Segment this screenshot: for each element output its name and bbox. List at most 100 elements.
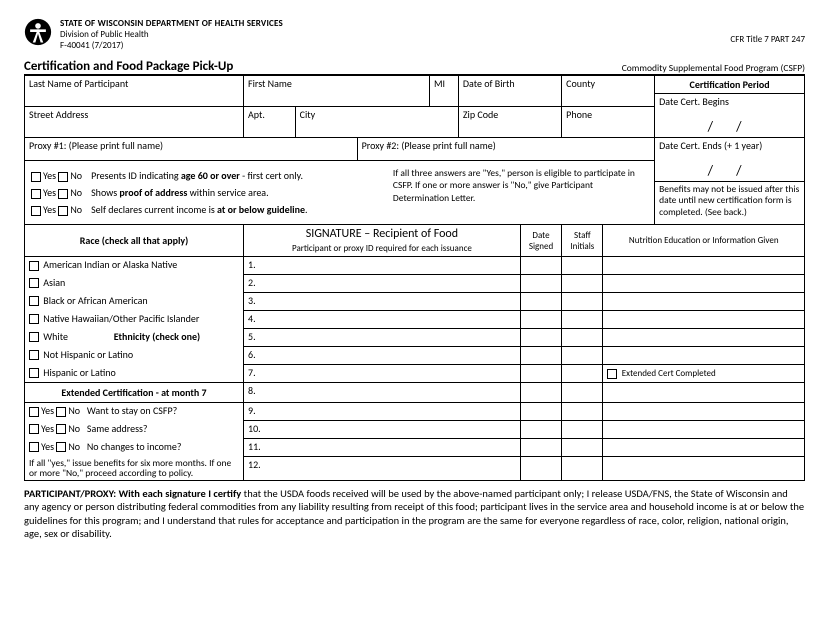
staff-8[interactable] (562, 383, 603, 403)
sig-row-8[interactable]: 8. (244, 383, 521, 403)
sig-row-11[interactable]: 11. (244, 439, 521, 457)
q1-yes-checkbox[interactable] (31, 172, 41, 182)
ext-q1-no[interactable] (56, 407, 66, 417)
ext-note: If all "yes," issue benefits for six mor… (25, 457, 244, 481)
q1-no-checkbox[interactable] (58, 172, 68, 182)
race-cb-4[interactable] (29, 314, 39, 324)
nutr-4[interactable] (603, 311, 805, 329)
ext-q2-yes[interactable] (29, 424, 39, 434)
apt-field[interactable]: Apt. (244, 107, 296, 138)
ext-q1-yes[interactable] (29, 407, 39, 417)
race-opt-2: Asian (25, 275, 244, 293)
dob-field[interactable]: Date of Birth (458, 76, 561, 107)
main-form-table: Last Name of Participant First Name MI D… (24, 75, 805, 481)
race-cb-3[interactable] (29, 296, 39, 306)
date-12[interactable] (520, 457, 561, 481)
date-3[interactable] (520, 293, 561, 311)
last-name-field[interactable]: Last Name of Participant (25, 76, 244, 107)
staff-7[interactable] (562, 365, 603, 383)
staff-9[interactable] (562, 403, 603, 421)
staff-3[interactable] (562, 293, 603, 311)
sig-row-9[interactable]: 9. (244, 403, 521, 421)
date-7[interactable] (520, 365, 561, 383)
eth-cb-2[interactable] (29, 368, 39, 378)
sig-row-10[interactable]: 10. (244, 421, 521, 439)
title-bar: Certification and Food Package Pick-Up C… (24, 59, 805, 75)
staff-1[interactable] (562, 257, 603, 275)
date-1[interactable] (520, 257, 561, 275)
proxy1-field[interactable]: Proxy #1: (Please print full name) (25, 138, 358, 161)
staff-11[interactable] (562, 439, 603, 457)
ethnicity-heading: Ethnicity (check one) (114, 330, 200, 343)
date-5[interactable] (520, 329, 561, 347)
sig-row-12[interactable]: 12. (244, 457, 521, 481)
nutr-10[interactable] (603, 421, 805, 439)
proxy2-field[interactable]: Proxy #2: (Please print full name) (357, 138, 654, 161)
nutr-5[interactable] (603, 329, 805, 347)
nutr-12[interactable] (603, 457, 805, 481)
page-title: Certification and Food Package Pick-Up (24, 59, 233, 74)
sig-row-5[interactable]: 5. (244, 329, 521, 347)
cfr-reference: CFR Title 7 PART 247 (730, 34, 805, 45)
nutr-3[interactable] (603, 293, 805, 311)
race-cb-5[interactable] (29, 332, 39, 342)
nutr-8[interactable] (603, 383, 805, 403)
elig-q2: Yes No Shows proof of address within ser… (31, 186, 389, 199)
sig-row-6[interactable]: 6. (244, 347, 521, 365)
q2-yes-checkbox[interactable] (31, 189, 41, 199)
staff-4[interactable] (562, 311, 603, 329)
signature-heading: SIGNATURE – Recipient of Food (306, 227, 458, 241)
ext-q3-yes[interactable] (29, 442, 39, 452)
nutr-6[interactable] (603, 347, 805, 365)
staff-10[interactable] (562, 421, 603, 439)
staff-12[interactable] (562, 457, 603, 481)
elig-q1: Yes No Presents ID indicating age 60 or … (31, 169, 389, 182)
staff-5[interactable] (562, 329, 603, 347)
ext-q1: Yes No Want to stay on CSFP? (25, 403, 244, 421)
city-field[interactable]: City (295, 107, 458, 138)
ext-completed-checkbox[interactable] (607, 369, 617, 379)
date-9[interactable] (520, 403, 561, 421)
ext-q3-no[interactable] (56, 442, 66, 452)
race-opt-5: White Ethnicity (check one) (25, 329, 244, 347)
division-name: Division of Public Health (60, 29, 730, 40)
date-4[interactable] (520, 311, 561, 329)
q2-no-checkbox[interactable] (58, 189, 68, 199)
staff-6[interactable] (562, 347, 603, 365)
mi-field[interactable]: MI (429, 76, 458, 107)
sig-row-2[interactable]: 2. (244, 275, 521, 293)
cert-begins-label: Date Cert. Begins (655, 94, 804, 108)
zip-field[interactable]: Zip Code (458, 107, 561, 138)
q3-no-checkbox[interactable] (58, 206, 68, 216)
date-10[interactable] (520, 421, 561, 439)
nutr-9[interactable] (603, 403, 805, 421)
q3-yes-checkbox[interactable] (31, 206, 41, 216)
form-number: F-40041 (7/2017) (60, 40, 730, 51)
first-name-field[interactable]: First Name (244, 76, 430, 107)
date-11[interactable] (520, 439, 561, 457)
race-opt-3: Black or African American (25, 293, 244, 311)
cert-ends-date[interactable]: / / (655, 152, 804, 181)
date-2[interactable] (520, 275, 561, 293)
nutr-2[interactable] (603, 275, 805, 293)
sig-row-7[interactable]: 7. (244, 365, 521, 383)
race-cb-1[interactable] (29, 261, 39, 271)
sig-row-1[interactable]: 1. (244, 257, 521, 275)
date-6[interactable] (520, 347, 561, 365)
sig-row-3[interactable]: 3. (244, 293, 521, 311)
signature-heading-cell: SIGNATURE – Recipient of Food Participan… (244, 225, 521, 257)
street-field[interactable]: Street Address (25, 107, 244, 138)
eth-cb-1[interactable] (29, 350, 39, 360)
cert-begins-date[interactable]: / / (655, 108, 804, 137)
ext-q2-no[interactable] (56, 424, 66, 434)
nutr-1[interactable] (603, 257, 805, 275)
staff-2[interactable] (562, 275, 603, 293)
nutr-11[interactable] (603, 439, 805, 457)
county-field[interactable]: County (562, 76, 655, 107)
date-8[interactable] (520, 383, 561, 403)
nutr-7: Extended Cert Completed (603, 365, 805, 383)
phone-field[interactable]: Phone (562, 107, 655, 138)
race-cb-2[interactable] (29, 278, 39, 288)
agency-logo-icon (24, 18, 52, 46)
sig-row-4[interactable]: 4. (244, 311, 521, 329)
